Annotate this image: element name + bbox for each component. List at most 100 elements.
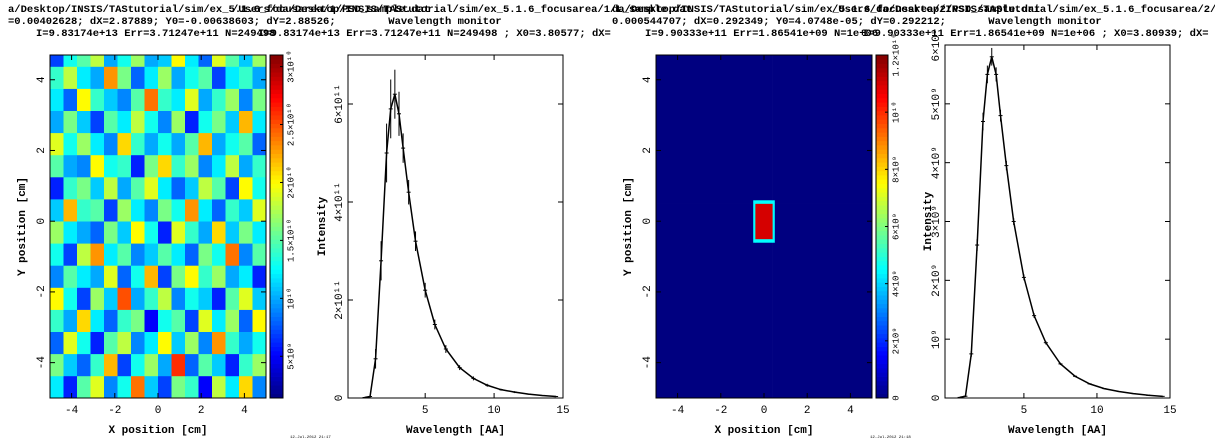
heatmap-cell <box>63 331 78 355</box>
heatmap-cell <box>252 88 266 111</box>
heatmap-cell <box>90 199 105 222</box>
heatmap-cell <box>656 203 754 240</box>
heatmap-cell <box>171 199 186 222</box>
timestamp: 12-Jul-2012 21:18 <box>870 435 911 440</box>
heatmap-cell <box>252 176 266 200</box>
colorbar-segment <box>876 93 888 99</box>
heatmap-cell <box>212 66 226 89</box>
heatmap-cell <box>90 88 105 111</box>
colorbar-segment <box>270 329 283 335</box>
heatmap-cell <box>239 309 253 332</box>
colorbar-segment <box>270 140 283 146</box>
x-tick-label: 0 <box>155 405 162 417</box>
heatmap-cell <box>131 331 145 355</box>
heatmap-cell <box>50 66 64 89</box>
heatmap-cell <box>158 331 172 355</box>
heatmap-cell <box>753 203 756 240</box>
heatmap-cell <box>774 203 872 240</box>
heatmap-cell <box>131 154 145 178</box>
colorbar-segment <box>876 149 888 155</box>
colorbar-segment <box>270 269 283 275</box>
heatmap-cell <box>117 375 132 398</box>
colorbar-segment <box>876 192 888 197</box>
colorbar-segment <box>270 239 283 245</box>
colorbar-segment <box>270 80 283 86</box>
heatmap-cell <box>104 287 118 310</box>
heatmap-cell <box>63 221 78 244</box>
heatmap-cell <box>198 287 213 310</box>
chart-title: a/Desktop/INSIS/TAStutorial/sim/ex_5.1.6… <box>8 4 430 16</box>
colorbar-segment <box>270 252 283 257</box>
heatmap-cell <box>239 221 253 244</box>
plot-frame <box>347 54 564 399</box>
colorbar-tick-label: 1.2×10¹⁰ <box>891 33 901 76</box>
heatmap-cell <box>772 55 776 201</box>
colorbar-segment <box>270 110 283 116</box>
heatmap-cell <box>212 154 226 178</box>
heatmap-cell <box>212 265 226 288</box>
heatmap-cell <box>198 66 213 89</box>
heatmap-cell <box>212 287 226 310</box>
heatmap-cell <box>63 176 78 200</box>
colorbar-segment <box>876 277 888 283</box>
heatmap-cell <box>171 331 186 355</box>
colorbar-segment <box>270 230 283 236</box>
heatmap-cell <box>198 154 213 178</box>
heatmap-cell <box>117 55 132 67</box>
heatmap-cell <box>90 176 105 200</box>
heatmap-cell <box>144 66 159 89</box>
heatmap-cell <box>252 375 266 398</box>
heatmap-cell <box>656 242 754 398</box>
heatmap-cell <box>656 199 754 204</box>
heatmap-cell <box>50 331 64 355</box>
heatmap-cell <box>158 353 172 377</box>
heatmap-cell <box>131 353 145 377</box>
heatmap-cell <box>131 221 145 244</box>
heatmap-cell <box>212 353 226 377</box>
colorbar-segment <box>876 196 888 202</box>
colorbar-segment <box>876 119 888 124</box>
heatmap-cell <box>144 331 159 355</box>
colorbar-segment <box>270 295 283 300</box>
heatmap-cell <box>131 243 145 266</box>
colorbar-segment <box>876 286 888 292</box>
heatmap-cell <box>144 110 159 134</box>
heatmap-cell <box>63 132 78 156</box>
colorbar-segment <box>876 355 888 360</box>
colorbar-segment <box>270 72 283 77</box>
heatmap-cell <box>252 287 266 310</box>
colorbar-segment <box>270 102 283 107</box>
chart-title: /Users/da/Desktop/INSIS/TAStutorial/sim/… <box>232 4 692 16</box>
chart-title: I=9.90333e+11 Err=1.86541e+09 N=1e+06 ; … <box>862 28 1209 40</box>
heatmap-cell <box>252 309 266 332</box>
heatmap-cell <box>90 154 105 178</box>
heatmap-cell <box>774 199 872 204</box>
heatmap-cell <box>90 110 105 134</box>
chart-title: 0.000544707; dX=0.292349; Y0=4.0748e-05;… <box>612 16 946 28</box>
heatmap-cell <box>104 375 118 398</box>
heatmap-cell <box>144 375 159 398</box>
colorbar-segment <box>876 235 888 240</box>
x-axis-label: X position [cm] <box>714 425 813 437</box>
colorbar-segment <box>876 346 888 352</box>
heatmap-cell <box>239 265 253 288</box>
heatmap-cell <box>171 221 186 244</box>
y-tick-label: 0 <box>642 218 654 225</box>
colorbar-segment <box>270 363 283 369</box>
heatmap-cell <box>158 265 172 288</box>
heatmap-cell <box>198 199 213 222</box>
x-tick-label: 5 <box>422 405 429 417</box>
heatmap-cell <box>185 331 199 355</box>
heatmap-cell <box>239 66 253 89</box>
heatmap-cell <box>117 132 132 156</box>
colorbar-segment <box>270 282 283 287</box>
colorbar-segment <box>876 97 888 103</box>
colorbar-segment <box>270 145 283 150</box>
heatmap-cell <box>772 242 776 398</box>
colorbar-segment <box>876 247 888 253</box>
heatmap-cell <box>144 199 159 222</box>
colorbar-segment <box>876 183 888 189</box>
colorbar-segment <box>876 329 888 335</box>
heatmap-cell <box>104 331 118 355</box>
